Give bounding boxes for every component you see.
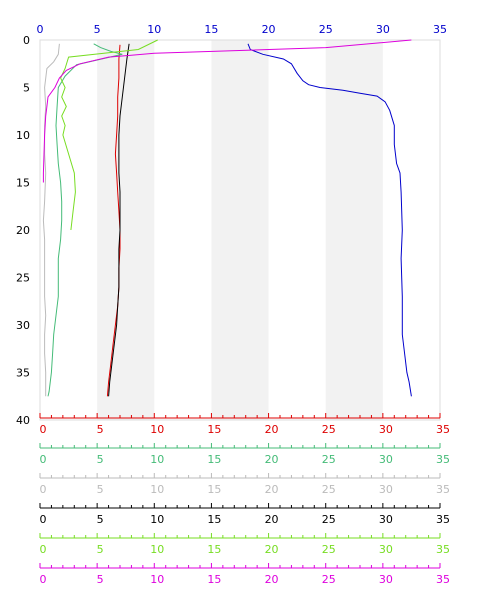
top-axis-tick-label: 20: [262, 23, 276, 36]
bottom-axis-tick-label: 30: [379, 573, 393, 586]
bottom-axis-tick-label: 10: [150, 483, 164, 496]
left-axis-tick-label: 35: [16, 367, 30, 380]
bottom-axis-tick-label: 35: [436, 543, 450, 556]
top-axis-tick-label: 25: [319, 23, 333, 36]
bottom-axis-tick-label: 10: [150, 573, 164, 586]
grid-band: [211, 40, 269, 420]
bottom-axis-tick-label: 25: [322, 543, 336, 556]
bottom-axis-tick-label: 20: [265, 513, 279, 526]
left-axis-tick-label: 0: [23, 34, 30, 47]
left-axis-tick-label: 10: [16, 129, 30, 142]
grid-band: [325, 40, 383, 420]
bottom-axis-tick-label: 0: [40, 453, 47, 466]
bottom-axis-tick-label: 5: [97, 573, 104, 586]
grid-band: [97, 40, 155, 420]
bottom-axis-3: 0 5 10 15 20 25 30 35: [39, 503, 450, 526]
bottom-axis-tick-label: 5: [97, 423, 104, 436]
bottom-axis-tick-label: 25: [322, 513, 336, 526]
top-axis-tick-label: 15: [204, 23, 218, 36]
grid-bands: [97, 40, 383, 420]
series-layer: [42, 39, 412, 397]
bottom-axes: 0 5 10 15 20 25 30 35 0 5 10 15 20 25 30 35 0 5 10 15 20 25 30…: [39, 413, 450, 586]
bottom-axis-tick-label: 15: [207, 453, 221, 466]
bottom-axis-tick-label: 10: [150, 423, 164, 436]
bottom-axis-5: 0 5 10 15 20 25 30 35: [39, 563, 450, 586]
top-axis: 0 5 10 15 20 25 30 35: [37, 23, 448, 36]
plot-border: [39, 39, 441, 421]
bottom-axis-tick-label: 15: [207, 423, 221, 436]
bottom-axis-tick-label: 15: [207, 543, 221, 556]
left-axis-tick-label: 20: [16, 224, 30, 237]
top-axis-tick-label: 0: [37, 23, 44, 36]
bottom-axis-2: 0 5 10 15 20 25 30 35: [39, 473, 450, 496]
bottom-axis-tick-label: 0: [40, 483, 47, 496]
bottom-axis-tick-label: 20: [265, 453, 279, 466]
bottom-axis-tick-label: 15: [207, 573, 221, 586]
bottom-axis-tick-label: 0: [40, 513, 47, 526]
bottom-axis-tick-label: 10: [150, 453, 164, 466]
series-line-6: [42, 39, 412, 183]
series-line-2: [108, 43, 130, 397]
top-axis-tick-label: 35: [433, 23, 447, 36]
left-axis: 0 5 10 15 20 25 30 35 40: [16, 34, 30, 427]
bottom-axis-tick-label: 30: [379, 483, 393, 496]
bottom-axis-tick-label: 5: [97, 543, 104, 556]
left-axis-tick-label: 30: [16, 319, 30, 332]
bottom-axis-tick-label: 10: [150, 513, 164, 526]
bottom-axis-tick-label: 0: [40, 423, 47, 436]
bottom-axis-tick-label: 20: [265, 483, 279, 496]
bottom-axis-tick-label: 20: [265, 423, 279, 436]
bottom-axis-tick-label: 35: [436, 513, 450, 526]
bottom-axis-tick-label: 35: [436, 453, 450, 466]
bottom-axis-tick-label: 5: [97, 483, 104, 496]
left-axis-tick-label: 25: [16, 272, 30, 285]
bottom-axis-tick-label: 35: [436, 573, 450, 586]
plot-frame: [39, 39, 441, 421]
bottom-axis-tick-label: 35: [436, 483, 450, 496]
bottom-axis-tick-label: 20: [265, 573, 279, 586]
series-line-1: [106, 44, 121, 397]
series-line-0: [247, 43, 412, 397]
left-axis-tick-label: 15: [16, 177, 30, 190]
bottom-axis-tick-label: 25: [322, 423, 336, 436]
bottom-axis-1: 0 5 10 15 20 25 30 35: [39, 443, 450, 466]
top-axis-tick-label: 5: [94, 23, 101, 36]
bottom-axis-tick-label: 10: [150, 543, 164, 556]
left-axis-tick-label: 5: [23, 82, 30, 95]
bottom-axis-tick-label: 0: [40, 543, 47, 556]
top-axis-tick-label: 30: [376, 23, 390, 36]
bottom-axis-tick-label: 15: [207, 513, 221, 526]
bottom-axis-4: 0 5 10 15 20 25 30 35: [39, 533, 450, 556]
bottom-axis-tick-label: 30: [379, 543, 393, 556]
bottom-axis-0: 0 5 10 15 20 25 30 35: [39, 413, 450, 436]
bottom-axis-tick-label: 30: [379, 423, 393, 436]
series-line-5: [60, 39, 158, 231]
bottom-axis-tick-label: 30: [379, 513, 393, 526]
bottom-axis-tick-label: 25: [322, 573, 336, 586]
bottom-axis-tick-label: 5: [97, 513, 104, 526]
bottom-axis-tick-label: 35: [436, 423, 450, 436]
bottom-axis-tick-label: 30: [379, 453, 393, 466]
left-axis-tick-label: 40: [16, 414, 30, 427]
top-axis-tick-label: 10: [147, 23, 161, 36]
bottom-axis-tick-label: 5: [97, 453, 104, 466]
series-line-4: [42, 43, 60, 397]
bottom-axis-tick-label: 25: [322, 453, 336, 466]
bottom-axis-tick-label: 20: [265, 543, 279, 556]
bottom-axis-tick-label: 0: [40, 573, 47, 586]
bottom-axis-tick-label: 25: [322, 483, 336, 496]
bottom-axis-tick-label: 15: [207, 483, 221, 496]
